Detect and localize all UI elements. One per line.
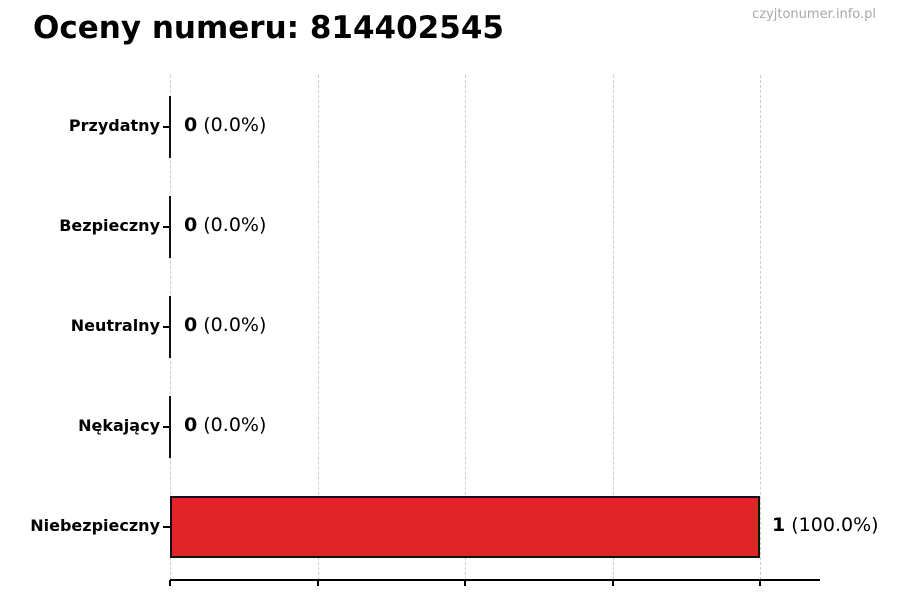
bar: [169, 196, 171, 258]
chart-title: Oceny numeru: 814402545: [33, 10, 504, 46]
category-label: Bezpieczny: [59, 216, 160, 235]
value-label: 1 (100.0%): [772, 514, 879, 536]
y-axis-tick: [163, 226, 170, 228]
value-percent: (0.0%): [197, 114, 267, 136]
value-percent: (100.0%): [785, 514, 879, 536]
value-count: 0: [184, 114, 198, 136]
value-percent: (0.0%): [197, 414, 267, 436]
x-axis-tick: [759, 580, 761, 586]
y-axis-tick: [163, 126, 170, 128]
y-axis-tick: [163, 326, 170, 328]
x-axis-tick: [464, 580, 466, 586]
value-label: 0 (0.0%): [184, 314, 266, 336]
value-label: 0 (0.0%): [184, 114, 266, 136]
bar: [170, 496, 760, 558]
bar: [169, 396, 171, 458]
x-axis-line: [170, 579, 820, 581]
value-count: 0: [184, 214, 198, 236]
value-count: 0: [184, 314, 198, 336]
category-label: Neutralny: [70, 316, 160, 335]
x-axis-tick: [169, 580, 171, 586]
value-percent: (0.0%): [197, 214, 267, 236]
value-percent: (0.0%): [197, 314, 267, 336]
category-label: Niebezpieczny: [30, 516, 160, 535]
gridline: [317, 75, 319, 580]
x-axis-tick: [611, 580, 614, 586]
watermark: czyjtonumer.info.pl: [752, 7, 876, 22]
value-label: 0 (0.0%): [184, 414, 266, 436]
y-axis-tick: [163, 426, 170, 428]
category-label: Nękający: [78, 416, 160, 435]
y-axis-tick: [163, 526, 170, 528]
value-count: 0: [184, 414, 198, 436]
gridline: [465, 75, 466, 580]
category-label: Przydatny: [68, 116, 160, 135]
value-count: 1: [772, 514, 786, 536]
bar: [169, 96, 171, 158]
gridline: [760, 75, 761, 580]
gridline: [612, 75, 614, 580]
x-axis-tick: [316, 580, 319, 586]
value-label: 0 (0.0%): [184, 214, 266, 236]
bar: [169, 296, 171, 358]
